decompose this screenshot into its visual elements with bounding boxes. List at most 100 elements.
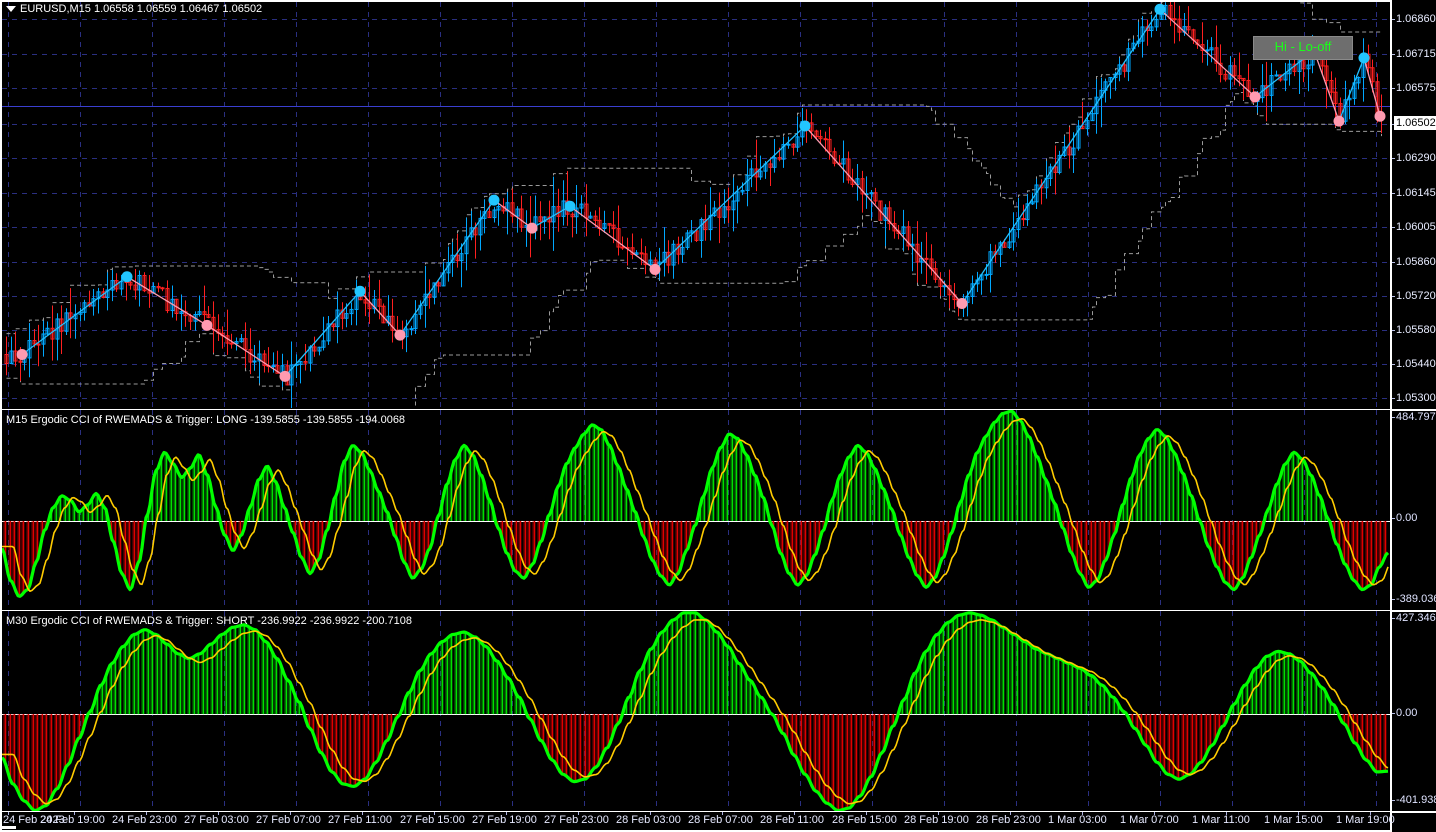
price-chart-pane[interactable]	[2, 2, 1390, 408]
time-axis-label: 24 Feb 2023	[3, 814, 65, 826]
page-title: EURUSD,M15 1.06558 1.06559 1.06467 1.065…	[20, 3, 263, 15]
price-axis-label: 1.06575	[1396, 82, 1436, 94]
price-axis-label: 1.06715	[1396, 48, 1436, 60]
indicator2-lines	[2, 611, 1389, 811]
time-axis-label: 28 Feb 07:00	[688, 814, 753, 826]
price-axis-label: 1.06860	[1396, 13, 1436, 25]
time-axis-label: 27 Feb 07:00	[256, 814, 321, 826]
hi-lo-off-button[interactable]: Hi - Lo-off	[1253, 36, 1353, 60]
time-axis-tick	[1154, 812, 1155, 815]
time-axis-tick	[866, 812, 867, 815]
time-axis-tick	[1370, 812, 1371, 815]
time-axis-tick	[146, 812, 147, 815]
time-axis-label: 28 Feb 15:00	[832, 814, 897, 826]
price-axis-label: 1.06005	[1396, 221, 1436, 233]
axis-tick	[1391, 227, 1395, 228]
time-axis-tick	[8, 812, 9, 815]
time-axis-tick	[938, 812, 939, 815]
time-axis-tick	[74, 812, 75, 815]
axis-tick	[1391, 296, 1395, 297]
window-frame-left	[0, 0, 2, 832]
price-chart-canvas[interactable]	[2, 2, 1390, 408]
time-axis-tick	[506, 812, 507, 815]
indicator-pane-2[interactable]	[2, 611, 1390, 811]
indicator2-axis-max: 427.3465	[1396, 612, 1436, 624]
zigzag-markers	[16, 3, 1386, 382]
indicator1-lines	[2, 410, 1390, 598]
time-axis-tick	[650, 812, 651, 815]
axis-tick	[1391, 800, 1395, 801]
time-axis-tick	[794, 812, 795, 815]
time-axis-label: 1 Mar 07:00	[1120, 814, 1179, 826]
axis-tick	[1391, 599, 1395, 600]
axis-tick	[1391, 618, 1395, 619]
indicator1-canvas[interactable]	[2, 410, 1390, 610]
price-axis-label: 1.06145	[1396, 187, 1436, 199]
indicator1-axis-min: -389.0368	[1396, 593, 1436, 605]
axis-tick	[1391, 124, 1395, 125]
candlestick-series	[4, 2, 1384, 408]
axis-tick	[1391, 398, 1395, 399]
price-axis-label: 1.05440	[1396, 358, 1436, 370]
time-axis-label: 28 Feb 19:00	[904, 814, 969, 826]
indicator-pane-1[interactable]	[2, 410, 1390, 610]
pane-separator-2[interactable]	[2, 610, 1390, 611]
time-axis-tick	[434, 812, 435, 815]
time-axis-label: 27 Feb 19:00	[472, 814, 537, 826]
price-axis-label: 1.05860	[1396, 256, 1436, 268]
indicator1-histogram	[3, 411, 1387, 597]
axis-tick	[1391, 713, 1395, 714]
time-axis-label: 27 Feb 11:00	[328, 814, 393, 826]
time-axis-tick	[362, 812, 363, 815]
scale-separator-3	[1390, 811, 1436, 813]
price-axis-label: 1.05300	[1396, 392, 1436, 404]
indicator2-axis-zero: 0.00	[1396, 707, 1418, 719]
time-axis-label: 27 Feb 23:00	[544, 814, 609, 826]
time-axis-tick	[290, 812, 291, 815]
chevron-down-icon[interactable]	[6, 6, 16, 12]
indicator2-canvas[interactable]	[2, 611, 1390, 811]
axis-tick	[1391, 518, 1395, 519]
current-price-tag: 1.06502	[1394, 116, 1436, 130]
time-axis-label: 1 Mar 03:00	[1048, 814, 1107, 826]
time-axis-label: 1 Mar 15:00	[1264, 814, 1323, 826]
window-frame-top	[0, 0, 1392, 2]
pane-separator-3[interactable]	[2, 811, 1390, 812]
axis-tick	[1391, 193, 1395, 194]
time-axis-label: 27 Feb 03:00	[184, 814, 249, 826]
indicator2-histogram	[3, 612, 1387, 811]
indicator1-title: M15 Ergodic CCI of RWEMADS & Trigger: LO…	[6, 414, 406, 426]
price-grid	[2, 2, 1390, 408]
window-frame-bottom	[0, 830, 1392, 832]
time-axis-label: 24 Feb 23:00	[112, 814, 177, 826]
time-axis-tick	[1226, 812, 1227, 815]
pane-separator-1[interactable]	[2, 409, 1390, 410]
price-scale-divider	[1390, 2, 1392, 830]
time-axis-label: 24 Feb 19:00	[40, 814, 105, 826]
indicator1-axis-max: 484.7975	[1396, 411, 1436, 423]
time-axis[interactable]: 24 Feb 2023 24 Feb 19:00 24 Feb 23:00 27 Fe…	[2, 812, 1395, 830]
time-axis-label: 1 Mar 19:00	[1336, 814, 1395, 826]
axis-tick	[1391, 54, 1395, 55]
indicator2-axis-min: -401.9389	[1396, 794, 1436, 806]
time-axis-label: 28 Feb 03:00	[616, 814, 681, 826]
axis-tick	[1391, 88, 1395, 89]
time-axis-label: 28 Feb 11:00	[760, 814, 825, 826]
axis-tick	[1391, 417, 1395, 418]
time-axis-label: 27 Feb 15:00	[400, 814, 465, 826]
indicator2-title: M30 Ergodic CCI of RWEMADS & Trigger: SH…	[6, 615, 412, 627]
axis-tick	[1391, 364, 1395, 365]
scale-separator-1	[1390, 409, 1436, 411]
axis-tick	[1391, 158, 1395, 159]
price-axis-label: 1.05720	[1396, 290, 1436, 302]
time-axis-tick	[1010, 812, 1011, 815]
horizontal-scrollbar[interactable]	[2, 826, 16, 829]
time-axis-label: 1 Mar 11:00	[1192, 814, 1250, 826]
axis-tick	[1391, 19, 1395, 20]
time-axis-tick	[578, 812, 579, 815]
time-axis-label: 28 Feb 23:00	[976, 814, 1041, 826]
axis-tick	[1391, 330, 1395, 331]
time-axis-tick	[1298, 812, 1299, 815]
time-axis-tick	[1082, 812, 1083, 815]
